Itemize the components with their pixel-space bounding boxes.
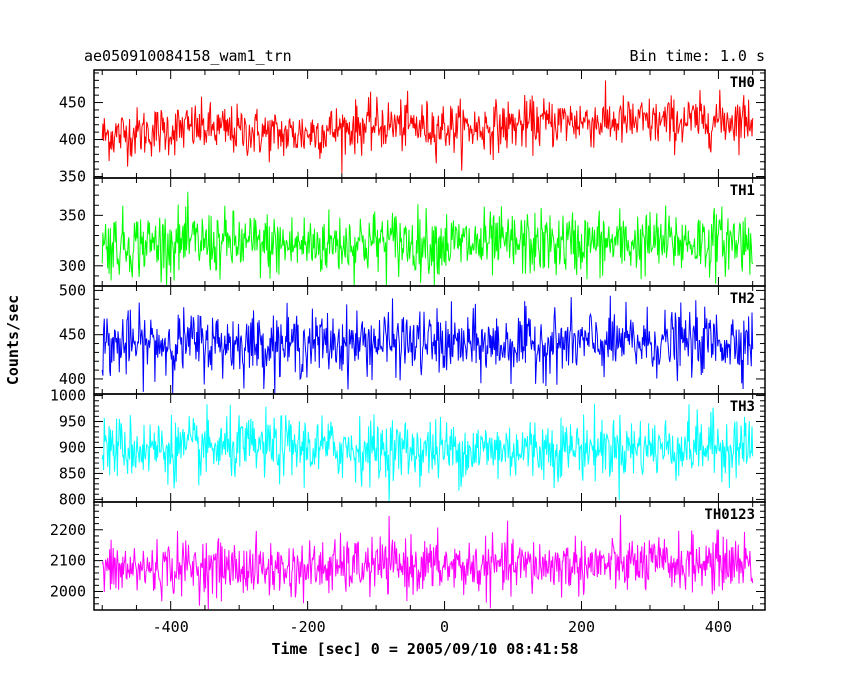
x-axis-title: Time [sec] 0 = 2005/09/10 08:41:58 bbox=[271, 640, 578, 658]
series-line-th3 bbox=[101, 403, 754, 502]
x-tick-label: -400 bbox=[153, 618, 189, 636]
bin-time-label: Bin time: 1.0 s bbox=[630, 47, 765, 65]
panel-th0123: 2000 2100 2200 TH0123 bbox=[50, 501, 766, 611]
y-tick-label: 400 bbox=[59, 370, 86, 388]
y-tick-label: 2100 bbox=[50, 552, 86, 570]
panel-label: TH2 bbox=[730, 291, 755, 307]
panel-th2: 400 450 500 TH2 bbox=[59, 281, 766, 395]
panel-label: TH0123 bbox=[704, 507, 755, 523]
x-tick-label: 0 bbox=[440, 618, 449, 636]
y-tick-label: 2200 bbox=[50, 521, 86, 539]
panel-label: TH0 bbox=[730, 75, 755, 91]
panel-label: TH1 bbox=[730, 183, 755, 199]
y-tick-label: 950 bbox=[59, 413, 86, 431]
y-tick-label: 300 bbox=[59, 257, 86, 275]
panel-th1: 300 350 TH1 bbox=[59, 177, 766, 287]
panel-th0: 350 400 450 TH0 bbox=[59, 69, 766, 186]
series-line-th0123 bbox=[101, 514, 754, 610]
y-tick-label: 1000 bbox=[50, 387, 86, 405]
y-tick-label: 800 bbox=[59, 490, 86, 508]
panel-frame bbox=[93, 501, 766, 611]
x-tick-label: 200 bbox=[568, 618, 595, 636]
y-tick-label: 350 bbox=[59, 206, 86, 224]
series-line-th0 bbox=[101, 80, 754, 173]
x-tick-label: 400 bbox=[705, 618, 732, 636]
panel-label: TH3 bbox=[730, 399, 755, 415]
y-tick-label: 450 bbox=[59, 94, 86, 112]
panels-group: 350 400 450 TH0 300 350 TH1 400 450 500 TH2 800 850 9… bbox=[50, 69, 766, 636]
y-tick-label: 850 bbox=[59, 464, 86, 482]
y-tick-label: 2000 bbox=[50, 582, 86, 600]
panel-th3: 800 850 900 950 1000 TH3 bbox=[50, 387, 766, 508]
y-tick-label: 450 bbox=[59, 326, 86, 344]
y-tick-label: 400 bbox=[59, 131, 86, 149]
chart-title: ae050910084158_wam1_trn bbox=[84, 47, 292, 65]
y-tick-label: 900 bbox=[59, 438, 86, 456]
y-tick-label: 500 bbox=[59, 281, 86, 299]
y-tick-label: 350 bbox=[59, 168, 86, 186]
series-line-th1 bbox=[101, 191, 754, 286]
x-tick-label: -200 bbox=[290, 618, 326, 636]
y-axis-title: Counts/sec bbox=[4, 295, 22, 385]
series-line-th2 bbox=[101, 295, 754, 394]
